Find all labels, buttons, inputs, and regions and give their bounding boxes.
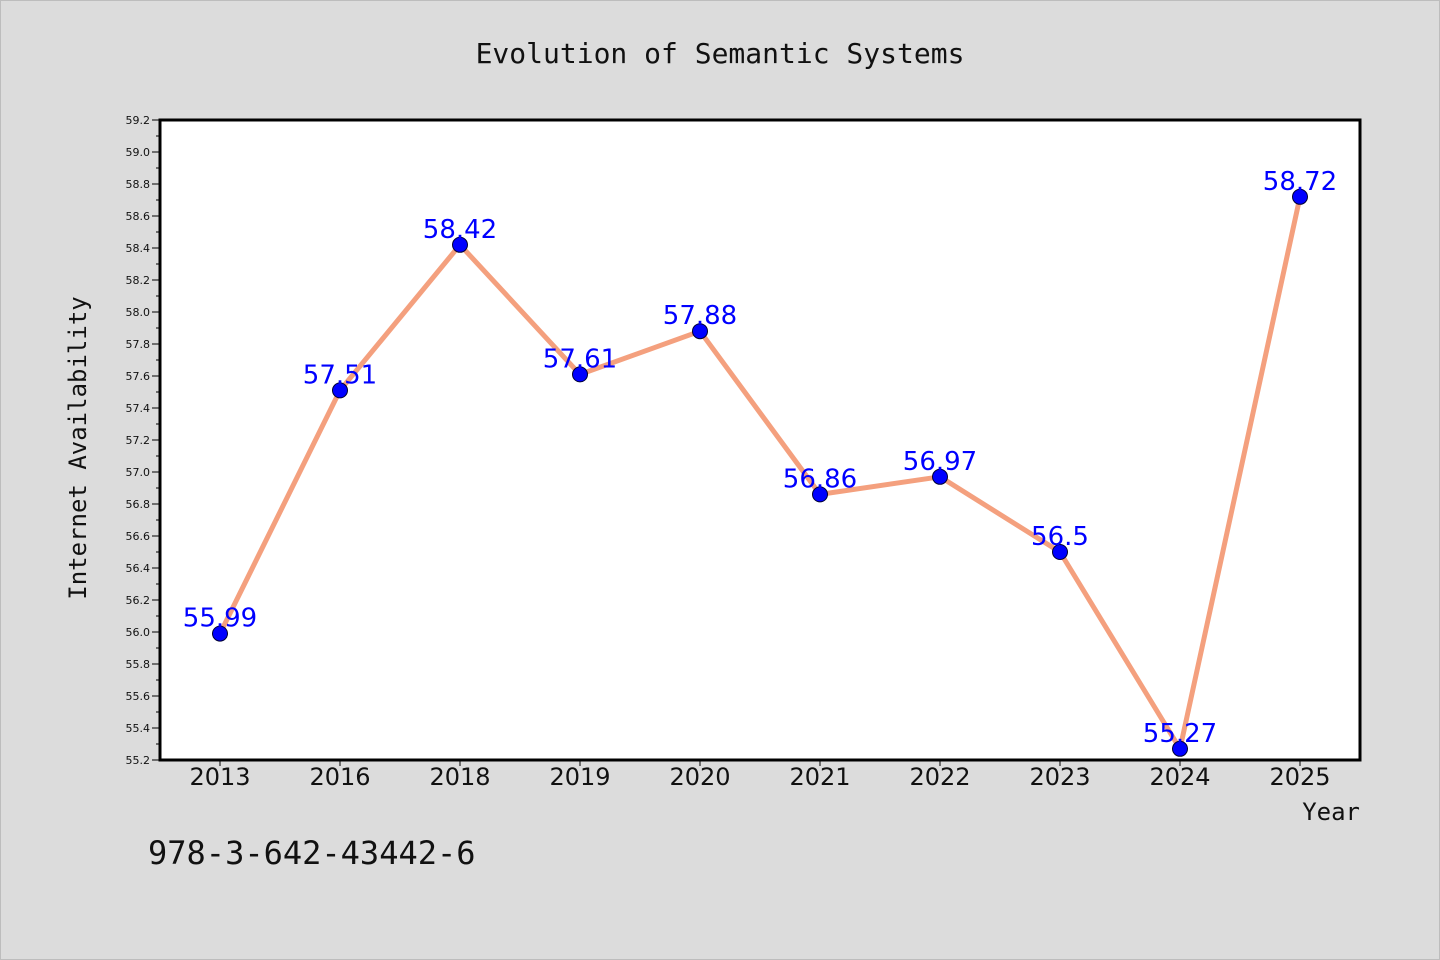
x-tick-label: 2023 — [1029, 763, 1090, 791]
x-axis-label: Year — [1302, 798, 1360, 826]
data-label: 56.5 — [1031, 522, 1089, 552]
y-tick-label: 57.4 — [126, 402, 151, 415]
y-tick-label: 57.0 — [126, 466, 151, 479]
data-point-marker — [212, 625, 228, 642]
x-tick-label: 2022 — [909, 763, 970, 791]
y-tick-label: 58.6 — [126, 210, 151, 223]
plot-area — [160, 120, 1360, 760]
data-label: 56.86 — [783, 464, 857, 494]
y-tick-label: 57.2 — [126, 434, 151, 447]
y-tick-label: 56.2 — [126, 594, 151, 607]
data-point-marker — [1172, 740, 1188, 757]
y-tick-label: 55.8 — [126, 658, 151, 671]
x-tick-label: 2013 — [189, 763, 250, 791]
data-label: 56.97 — [903, 447, 977, 477]
data-label: 57.61 — [543, 344, 617, 374]
y-tick-label: 55.4 — [126, 722, 151, 735]
data-label: 57.51 — [303, 360, 377, 390]
chart-title: Evolution of Semantic Systems — [476, 37, 965, 70]
y-tick-label: 56.4 — [126, 562, 151, 575]
y-tick-label: 58.8 — [126, 178, 151, 191]
y-tick-label: 56.8 — [126, 498, 151, 511]
data-point-marker — [1292, 188, 1308, 205]
y-tick-label: 57.6 — [126, 370, 151, 383]
data-point-marker — [572, 366, 588, 383]
data-point-marker — [1052, 544, 1068, 560]
footer-isbn: 978-3-642-43442-6 — [148, 834, 476, 872]
data-label: 57.88 — [663, 301, 737, 331]
data-label: 58.42 — [423, 215, 497, 245]
data-point-marker — [812, 486, 828, 503]
data-label: 55.27 — [1143, 719, 1217, 749]
y-tick-label: 55.6 — [126, 690, 151, 703]
data-point-marker — [332, 382, 348, 399]
data-point-marker — [692, 323, 708, 340]
x-tick-label: 2021 — [789, 763, 850, 791]
y-tick-label: 59.0 — [126, 146, 151, 159]
y-tick-label: 59.2 — [126, 114, 151, 127]
series-line — [217, 194, 1303, 752]
x-tick-label: 2016 — [309, 763, 370, 791]
x-tick-label: 2018 — [429, 763, 490, 791]
y-tick-label: 56.6 — [126, 530, 151, 543]
data-label: 55.99 — [183, 604, 257, 634]
y-tick-label: 56.0 — [126, 626, 151, 639]
data-label: 58.72 — [1263, 167, 1337, 197]
x-axis-ticks: 2013 2016 2018 2019 2020 2021 2022 2023 2024 2025 — [189, 760, 1331, 791]
data-labels-layer: 55.99 57.51 58.42 57.61 57.88 56.86 56.97 56.5 5… — [183, 167, 1337, 749]
y-tick-label: 58.2 — [126, 274, 151, 287]
y-tick-label: 55.2 — [126, 754, 151, 767]
y-tick-label: 58.0 — [126, 306, 151, 319]
data-point-marker — [932, 468, 948, 485]
y-tick-label: 57.8 — [126, 338, 151, 351]
y-axis-ticks: 55.2 55.4 55.6 55.8 56.0 56.2 56.4 56.6 56.8 57.0… — [126, 114, 160, 767]
data-point-marker — [452, 236, 468, 253]
x-tick-label: 2019 — [549, 763, 610, 791]
plot-frame — [158, 118, 1362, 762]
x-tick-label: 2025 — [1269, 763, 1330, 791]
x-tick-label: 2024 — [1149, 763, 1210, 791]
y-tick-label: 58.4 — [126, 242, 151, 255]
y-axis-label: Internet Availability — [64, 296, 92, 599]
series-layer — [212, 188, 1308, 757]
x-tick-label: 2020 — [669, 763, 730, 791]
